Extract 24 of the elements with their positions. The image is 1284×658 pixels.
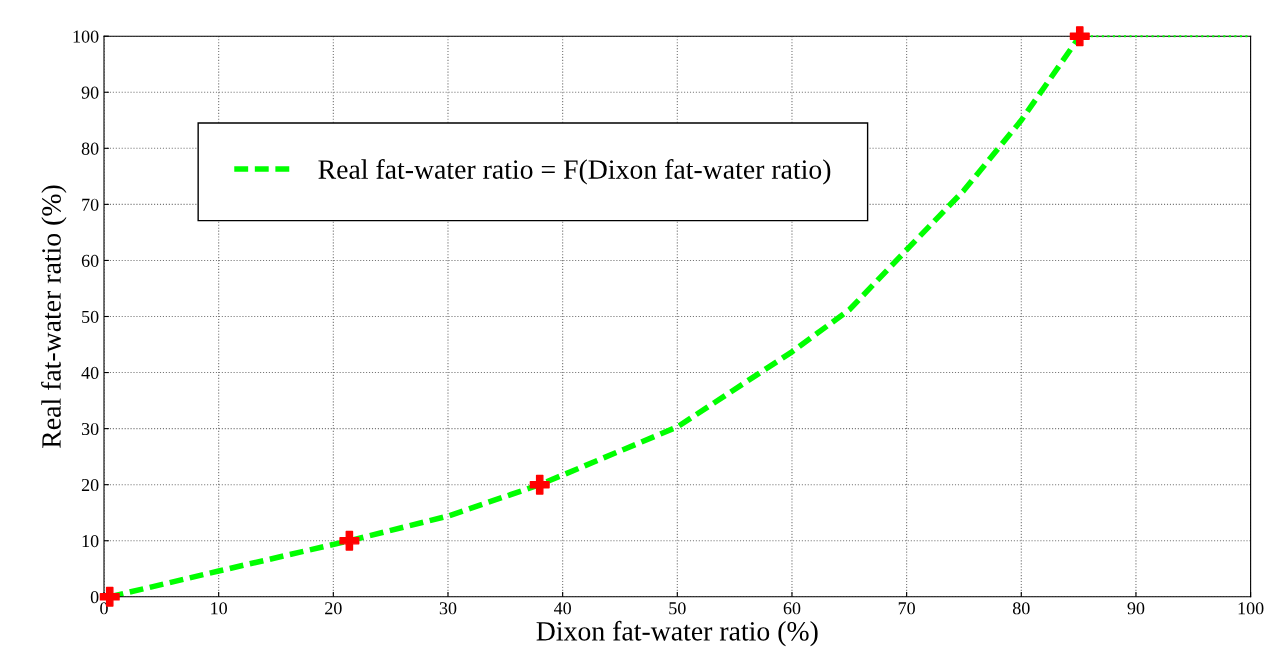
y-tick-label: 80 [81,142,99,155]
x-tick-label: 20 [325,602,342,615]
y-tick-label: 70 [82,198,99,211]
x-tick-label: 70 [898,602,915,615]
x-tick-label: 40 [553,602,571,615]
x-tick-label: 80 [1012,602,1030,615]
y-axis-title: Real fat-water ratio (%) [41,185,67,448]
x-tick-label: 50 [669,602,686,615]
legend-label: Real fat-water ratio = F(Dixon fat-water ratio) [318,159,831,185]
y-tick-label: 90 [81,86,99,99]
y-tick-label: 30 [81,422,99,436]
x-tick-label: 90 [1127,602,1145,615]
x-tick-label: 10 [211,602,227,615]
x-axis-title: Dixon fat-water ratio (%) [536,620,818,647]
y-tick-label: 100 [73,30,99,43]
y-tick-label: 50 [82,310,99,323]
y-tick-label: 10 [82,535,99,548]
x-tick-label: 100 [1238,602,1264,615]
x-tick-label: 60 [783,602,801,615]
x-tick-label: 30 [439,602,457,615]
y-tick-label: 20 [81,478,99,492]
y-tick-label: 60 [81,254,99,267]
y-tick-label: 0 [90,591,99,604]
y-tick-label: 40 [81,366,99,379]
